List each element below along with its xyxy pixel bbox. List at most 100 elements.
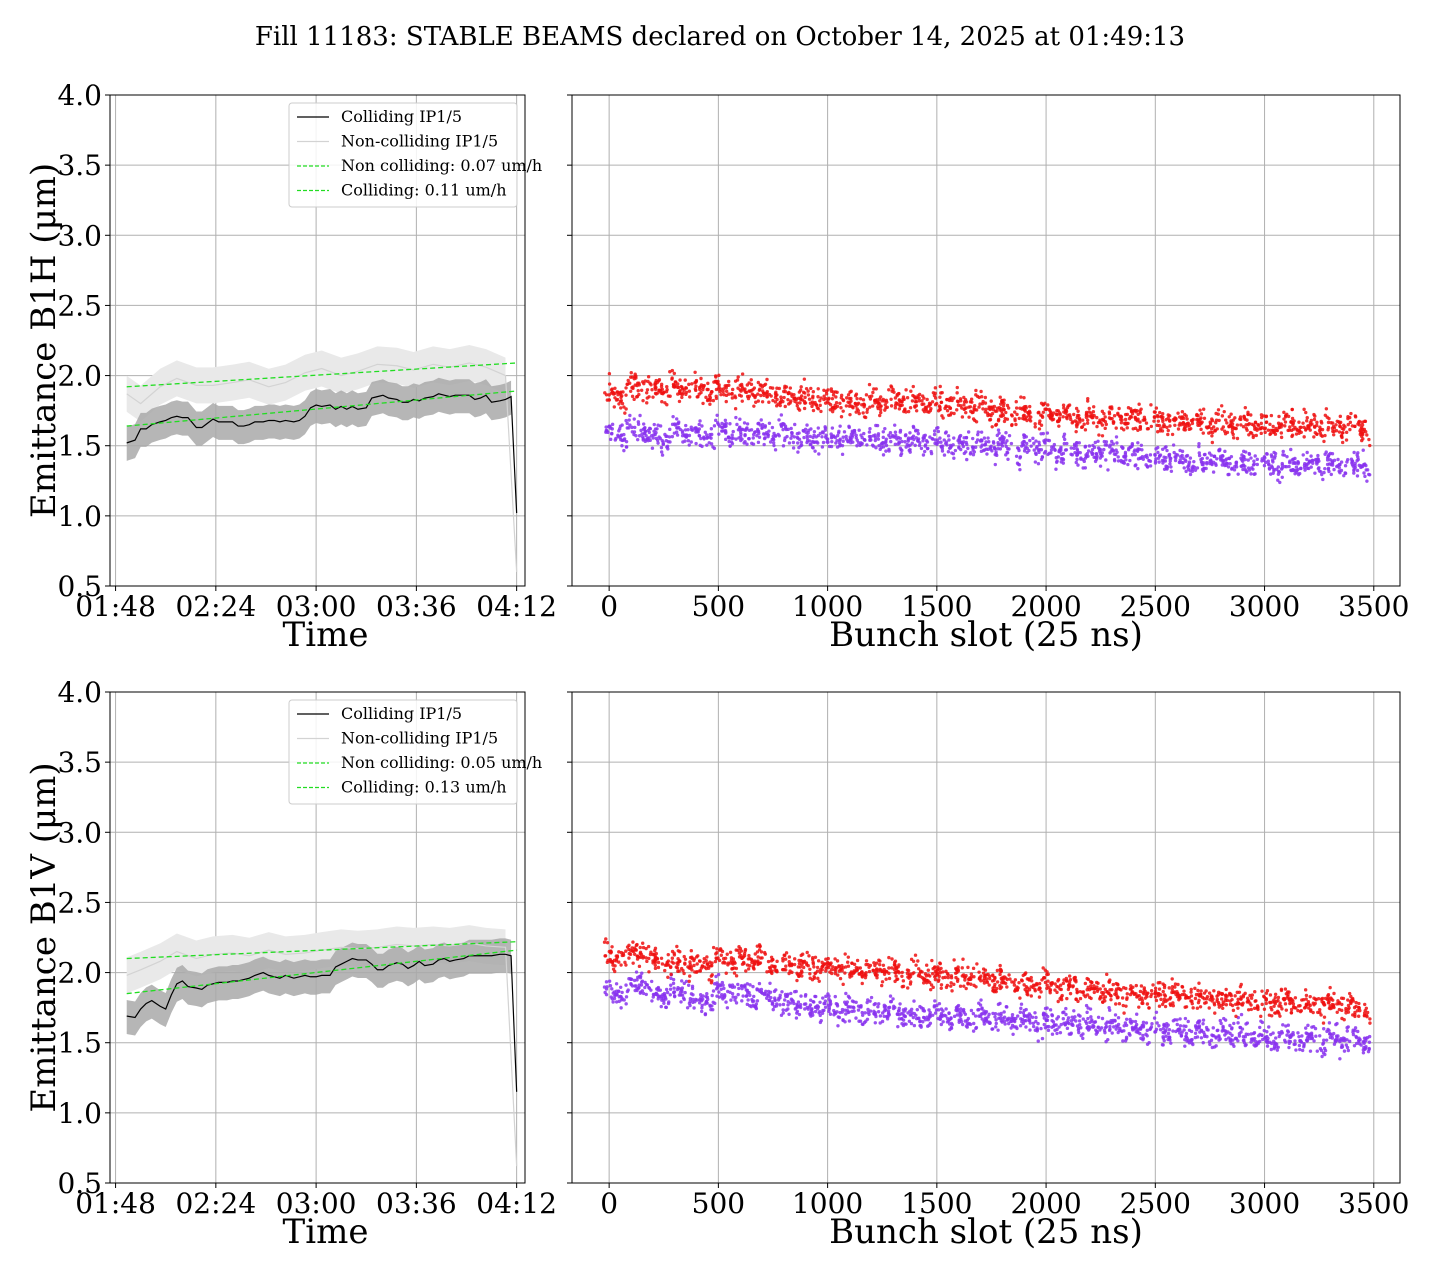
scatter-point [799,397,803,402]
scatter-point [1130,412,1135,416]
scatter-point [683,957,688,962]
scatter-point [942,438,946,442]
scatter-point [693,1000,697,1004]
scatter-point [1312,417,1317,422]
scatter-point [1249,456,1253,460]
scatter-point [869,434,873,439]
scatter-point [1274,1036,1278,1040]
scatter-point [811,435,815,440]
scatter-point [988,445,992,450]
scatter-point [882,1003,887,1008]
scatter-point [893,442,898,447]
scatter-point [622,438,626,442]
scatter-point [1323,433,1327,438]
scatter-point [939,440,943,444]
scatter-point [925,1015,929,1019]
scatter-point [959,399,963,403]
legend-entry: Non-colliding IP1/5 [341,729,498,748]
scatter-point [992,446,997,451]
scatter-point [1212,454,1217,458]
scatter-point [1284,414,1288,419]
scatter-point [1265,1030,1269,1034]
scatter-point [777,418,781,422]
scatter-point [747,394,752,399]
scatter-point [612,958,617,962]
scatter-point [1041,966,1045,970]
scatter-point [771,437,775,441]
scatter-point [1273,451,1278,456]
scatter-point [1123,412,1128,417]
scatter-point [942,1013,947,1017]
scatter-point [818,1000,822,1004]
scatter-point [1336,457,1340,462]
scatter-point [686,427,690,432]
scatter-point [682,971,686,976]
scatter-point [823,428,828,432]
scatter-point [1076,1013,1081,1017]
scatter-point [995,968,1000,973]
scatter-point [755,434,759,438]
scatter-point [1023,447,1027,451]
scatter-point [678,378,682,382]
scatter-point [763,425,767,429]
scatter-point [1137,402,1141,406]
scatter-point [1277,414,1281,419]
scatter-point [783,957,788,961]
scatter-point [1022,439,1026,444]
scatter-point [1328,1032,1332,1036]
scatter-point [1199,427,1203,432]
scatter-point [717,948,722,952]
scatter-point [764,391,769,395]
scatter-point [712,424,717,428]
scatter-point [1262,463,1267,468]
scatter-point [774,988,778,992]
scatter-point [1254,1042,1259,1047]
scatter-point [1010,1023,1015,1028]
scatter-point [927,1008,931,1012]
scatter-point [797,974,802,978]
scatter-point [1342,1049,1347,1053]
x-tick-label: 3000 [1229,1187,1300,1220]
scatter-point [1136,441,1140,445]
scatter-point [739,389,743,393]
scatter-point [682,981,686,986]
scatter-point [888,430,893,435]
scatter-point [824,396,828,401]
scatter-point [964,440,968,445]
scatter-point [857,411,861,416]
scatter-point [1199,460,1204,464]
scatter-point [624,407,628,411]
scatter-point [994,452,998,456]
scatter-point [1201,462,1205,467]
scatter-point [620,444,624,448]
scatter-point [752,994,756,999]
scatter-point [1124,454,1128,458]
scatter-point [809,442,813,447]
scatter-point [1143,454,1147,459]
scatter-point [694,428,698,432]
scatter-point [719,953,724,957]
scatter-point [935,968,939,973]
scatter-point [1061,461,1066,465]
scatter-point [804,961,809,965]
scatter-point [765,970,769,974]
scatter-point [1327,1029,1331,1033]
scatter-point [827,1006,831,1010]
scatter-point [659,956,664,960]
scatter-point [983,973,987,978]
scatter-point [714,974,718,979]
scatter-point [986,436,990,440]
scatter-point [968,400,973,404]
scatter-point [1322,1038,1326,1042]
scatter-point [668,427,672,432]
scatter-point [656,441,660,445]
scatter-point [1100,1016,1105,1021]
scatter-point [1163,1023,1167,1028]
scatter-point [1033,987,1037,992]
scatter-point [1140,448,1144,452]
scatter-point [996,1028,1000,1032]
scatter-point [609,388,614,392]
scatter-point [897,1008,901,1013]
scatter-point [1178,1017,1182,1021]
scatter-point [1100,434,1105,438]
